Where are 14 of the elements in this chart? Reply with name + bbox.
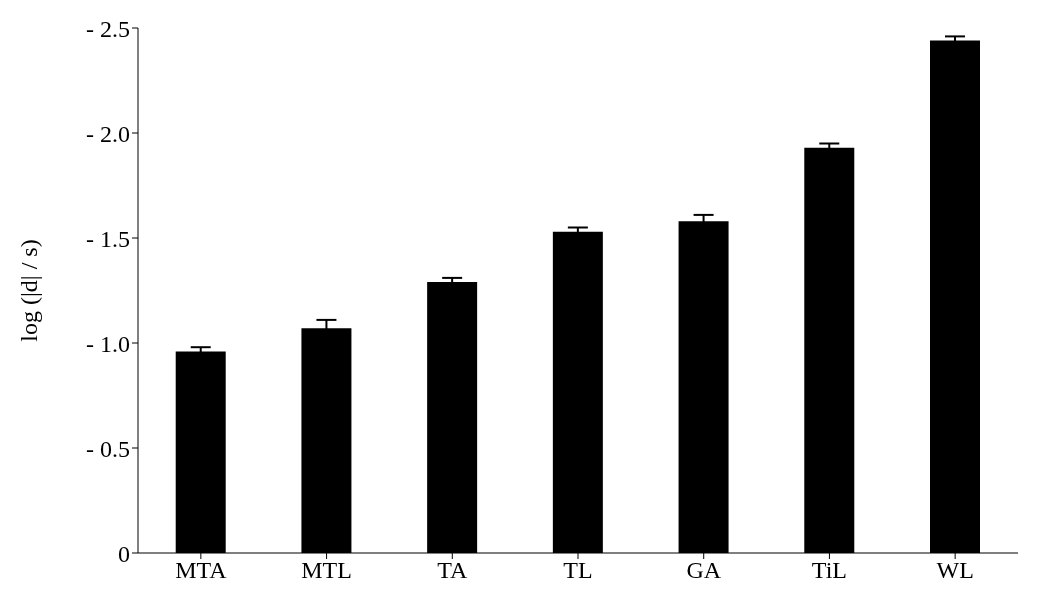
x-tick-label: TL (563, 557, 593, 584)
y-tick-label: - 1.0 (86, 330, 130, 357)
x-tick-label: TA (437, 557, 468, 584)
y-tick-label: 0 (118, 540, 130, 567)
y-tick-label: - 2.0 (86, 120, 130, 147)
y-tick-label: - 0.5 (86, 435, 130, 462)
y-tick-label: - 1.5 (86, 225, 130, 252)
x-tick-label: WL (936, 557, 974, 584)
y-tick-label: - 2.5 (86, 15, 130, 42)
y-axis-title: log (|d| / s) (15, 239, 42, 342)
x-tick-label: TiL (811, 557, 848, 584)
x-tick-label: MTL (301, 557, 352, 584)
x-tick-label: GA (686, 557, 722, 584)
x-tick-label: MTA (175, 557, 228, 584)
